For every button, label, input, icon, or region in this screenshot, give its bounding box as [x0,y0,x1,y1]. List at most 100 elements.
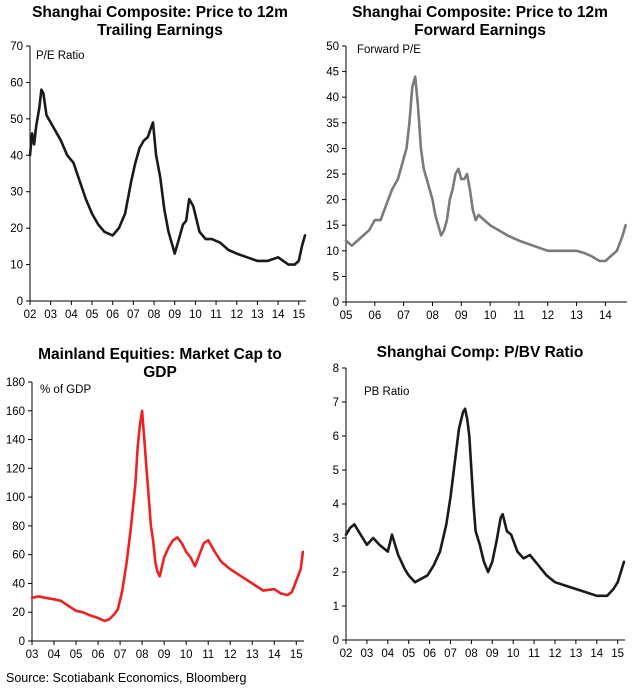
y-tick-label: 30 [10,187,23,199]
y-tick-label: 50 [10,114,23,126]
x-tick-label: 05 [402,648,415,660]
x-tick-label: 02 [340,648,353,660]
y-tick-label: 25 [326,169,339,181]
y-tick-label: 5 [333,271,339,283]
x-tick-label: 07 [114,649,127,661]
x-tick-label: 08 [148,309,161,321]
x-tick-label: 11 [202,649,214,661]
chart-title: Mainland Equities: Market Cap to GDP [0,346,320,382]
chart-title-line-1: Shanghai Composite: Price to 12m [32,4,288,21]
y-tick-label: 10 [10,260,23,272]
y-tick-label: 160 [6,406,25,418]
y-tick-label: 4 [333,499,340,511]
chart-plot: 0 10 20 30 40 50 60 70 02 03 04 05 06 07 08 09 10 11 12 13 1… [10,41,307,321]
y-tick-label: 0 [333,297,339,309]
source-note: Source: Scotiabank Economics, Bloomberg [6,671,247,685]
y-tick-label: 15 [326,220,339,232]
chart-plot: 0 20 40 60 80 100 120 140 160 180 03 04 05 06 07 08 09 10… [6,377,305,661]
x-tick-label: 15 [290,649,303,661]
y-tick-label: 1 [333,601,339,613]
x-tick-label: 04 [65,309,78,321]
y-tick-label: 50 [326,41,339,53]
series-line [28,88,307,266]
y-tick-label: 140 [6,435,25,447]
y-tick-label: 0 [19,636,25,648]
y-tick-label: 6 [333,431,339,443]
x-tick-label: 14 [590,648,603,660]
x-tick-label: 08 [465,648,478,660]
x-tick-label: 03 [361,648,374,660]
y-tick-label: 60 [10,77,23,89]
x-tick-label: 11 [528,648,540,660]
x-tick-label: 09 [158,649,171,661]
y-tick-label: 20 [326,195,339,207]
chart-pe-forward: Shanghai Composite: Price to 12m Forward… [320,0,640,336]
y-tick-label: 35 [326,118,339,130]
chart-market-cap-gdp: Mainland Equities: Market Cap to GDP % o… [0,336,320,672]
y-tick-label: 45 [326,67,339,79]
x-tick-label: 13 [246,649,259,661]
x-tick-label: 13 [570,310,583,322]
chart-title: Shanghai Composite: Price to 12m Trailin… [0,4,320,40]
chart-title-line-1: Shanghai Comp: P/BV Ratio [376,344,584,361]
x-tick-label: 06 [368,310,381,322]
y-tick-label: 10 [326,246,339,258]
x-tick-label: 11 [210,309,222,321]
x-tick-label: 10 [180,649,193,661]
x-tick-label: 09 [455,310,468,322]
x-tick-label: 14 [268,649,281,661]
y-tick-label: 80 [12,521,25,533]
x-tick-label: 07 [397,310,410,322]
y-tick-label: 0 [17,296,23,308]
x-tick-label: 13 [251,309,264,321]
x-tick-label: 09 [168,309,181,321]
y-axis-label: PB Ratio [364,386,410,398]
series-line [344,407,626,598]
x-tick-label: 15 [292,309,305,321]
y-tick-label: 8 [333,363,339,375]
x-tick-label: 08 [136,649,149,661]
x-tick-label: 10 [507,648,520,660]
x-tick-label: 03 [26,649,39,661]
x-tick-label: 15 [611,648,624,660]
chart-pe-trailing: Shanghai Composite: Price to 12m Trailin… [0,0,320,336]
chart-title: Shanghai Comp: P/BV Ratio [320,344,640,362]
y-tick-label: 70 [10,41,23,53]
y-axis-label: % of GDP [40,384,92,396]
y-axis-label: Forward P/E [357,44,421,56]
y-tick-label: 40 [10,150,23,162]
x-tick-label: 05 [70,649,83,661]
x-tick-label: 06 [92,649,105,661]
x-tick-label: 07 [444,648,457,660]
x-tick-label: 06 [106,309,119,321]
x-tick-label: 05 [86,309,99,321]
y-tick-label: 180 [6,377,25,389]
y-axis-label: P/E Ratio [36,50,85,62]
x-tick-label: 13 [569,648,582,660]
x-tick-label: 08 [426,310,439,322]
x-tick-label: 14 [599,310,612,322]
chart-title-line-2: GDP [143,364,177,381]
x-tick-label: 09 [486,648,499,660]
y-tick-label: 20 [10,223,23,235]
x-tick-label: 11 [513,310,525,322]
x-tick-label: 03 [44,309,57,321]
y-tick-label: 20 [12,607,25,619]
y-tick-label: 0 [333,635,339,647]
y-tick-label: 3 [333,533,339,545]
x-tick-label: 04 [381,648,394,660]
chart-title: Shanghai Composite: Price to 12m Forward… [320,4,640,40]
x-tick-label: 02 [24,309,37,321]
y-tick-label: 5 [333,465,339,477]
y-tick-label: 30 [326,143,339,155]
x-tick-label: 14 [272,309,285,321]
series-line [344,75,627,263]
chart-title-line-1: Shanghai Composite: Price to 12m [352,4,608,21]
x-tick-label: 10 [189,309,202,321]
y-tick-label: 100 [6,492,25,504]
y-tick-label: 40 [326,92,339,104]
x-tick-label: 04 [48,649,61,661]
